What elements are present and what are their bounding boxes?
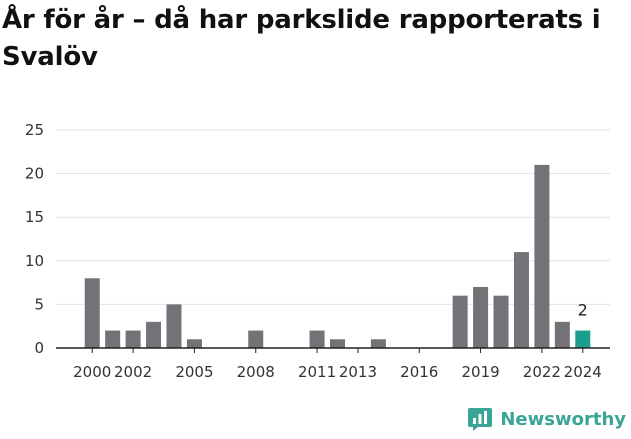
chart-title: År för år – då har parkslide rapporterat… [2,5,601,72]
x-tick-label: 2019 [461,363,499,381]
data-label-highlight: 2 [578,301,588,320]
data-labels: 2 [578,301,588,320]
x-tick-label: 2008 [237,363,275,381]
y-tick-label: 5 [34,295,44,313]
brand-name: Newsworthy [500,408,626,430]
bar [248,330,264,348]
bars [84,164,591,348]
x-tick-label: 2005 [175,363,213,381]
x-axis-tick-labels: 2000 2002 2005 2008 2011 2013 2016 2019 2022 2024 [73,363,602,381]
y-tick-label: 25 [25,121,44,139]
x-tick-label: 2002 [114,363,152,381]
bar [513,252,529,348]
bar [166,304,182,348]
bar [330,339,345,348]
y-tick-label: 20 [25,165,44,183]
x-tick-label: 2016 [400,363,438,381]
x-axis [56,347,610,353]
brand-logo: Newsworthy [467,404,626,434]
bar [186,339,202,348]
bar [554,321,570,348]
x-tick-label: 2022 [523,363,561,381]
bar [452,295,468,348]
newsworthy-logo-icon [468,408,493,431]
bar [146,321,162,348]
bar [105,330,121,348]
bar-highlight [575,330,591,348]
x-tick-label: 2013 [339,363,377,381]
bar [370,339,386,348]
bar [493,295,509,348]
x-tick-label: 2024 [564,363,602,381]
bar [84,278,100,348]
x-tick-label: 2000 [73,363,111,381]
y-axis-tick-labels: 0 5 10 15 20 25 [25,121,44,357]
y-tick-label: 0 [34,339,44,357]
x-tick-label: 2011 [298,363,336,381]
bar [534,164,550,348]
y-tick-label: 10 [25,252,44,270]
bar [309,330,325,348]
y-tick-label: 15 [25,208,44,226]
bar [125,330,141,348]
bar [473,286,489,348]
